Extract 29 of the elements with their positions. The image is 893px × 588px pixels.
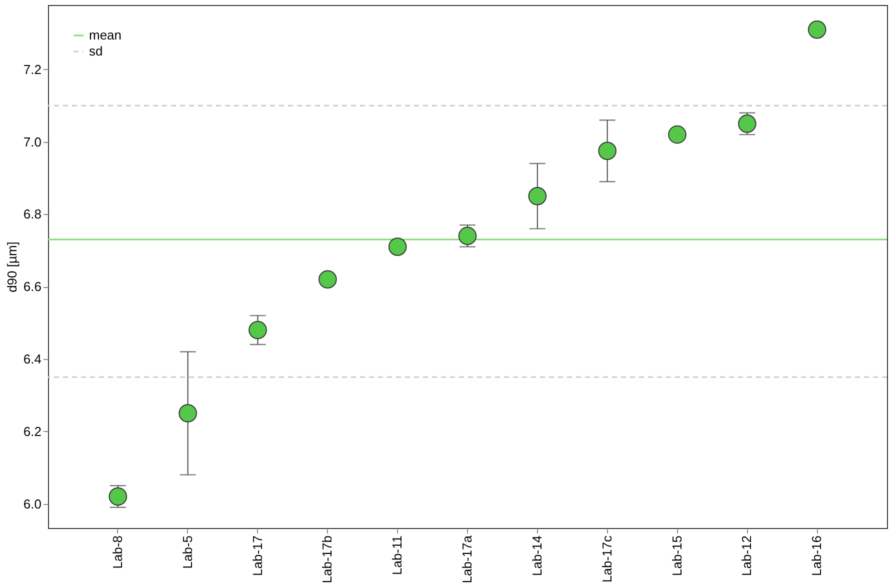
y-tick-label: 6.8 bbox=[23, 206, 42, 222]
point bbox=[178, 404, 197, 422]
legend-label: sd bbox=[89, 44, 103, 58]
point bbox=[668, 125, 686, 144]
point bbox=[318, 270, 337, 288]
x-tick-label: Lab-17a bbox=[460, 534, 474, 584]
y-tick-label: 7.0 bbox=[23, 134, 42, 150]
x-tick-label: Lab-12 bbox=[739, 536, 754, 576]
x-tick-label: Lab-14 bbox=[529, 536, 544, 576]
x-tick-label: Lab-15 bbox=[669, 536, 684, 576]
x-tick-label: Lab-17b bbox=[320, 536, 335, 584]
y-tick-label: 6.6 bbox=[23, 279, 42, 294]
legend-label: mean bbox=[89, 28, 122, 42]
x-tick-label: Lab-16 bbox=[809, 536, 824, 576]
x-tick-label: Lab-8 bbox=[110, 536, 125, 569]
y-tick-label: 6.2 bbox=[23, 424, 42, 439]
point bbox=[528, 186, 547, 206]
point bbox=[388, 238, 407, 256]
y-tick-label: 7.2 bbox=[23, 62, 42, 77]
point bbox=[808, 20, 826, 39]
x-tick-label: Lab-17 bbox=[250, 536, 265, 576]
y-tick-label: 6.0 bbox=[23, 496, 42, 512]
y-axis-title: d90 [µm] bbox=[4, 242, 20, 292]
x-tick-label: Lab-17c bbox=[599, 535, 614, 582]
x-tick-label: Lab-5 bbox=[180, 536, 195, 569]
x-tick-label: Lab-11 bbox=[390, 536, 405, 576]
y-tick-label: 6.4 bbox=[23, 351, 42, 366]
point bbox=[248, 320, 267, 340]
point bbox=[598, 142, 616, 160]
